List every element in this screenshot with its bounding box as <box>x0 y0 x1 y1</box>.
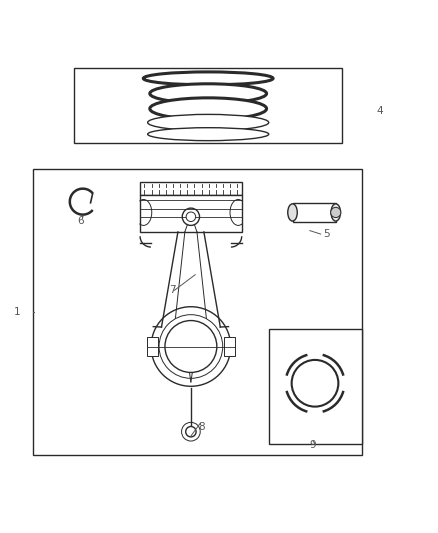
Text: 1: 1 <box>14 307 20 317</box>
Ellipse shape <box>148 115 269 131</box>
Circle shape <box>165 320 217 373</box>
Text: 4: 4 <box>377 106 383 116</box>
Text: 5: 5 <box>323 229 329 239</box>
Circle shape <box>151 306 231 386</box>
Ellipse shape <box>146 77 270 83</box>
Ellipse shape <box>152 106 264 116</box>
Circle shape <box>331 207 341 217</box>
Text: 9: 9 <box>309 440 315 450</box>
Circle shape <box>186 426 196 437</box>
FancyBboxPatch shape <box>269 329 362 444</box>
Text: 6: 6 <box>77 216 84 226</box>
Text: 7: 7 <box>169 285 176 295</box>
FancyBboxPatch shape <box>33 169 362 455</box>
Circle shape <box>182 208 200 225</box>
Ellipse shape <box>150 84 267 103</box>
FancyBboxPatch shape <box>224 337 235 356</box>
Ellipse shape <box>143 72 273 85</box>
Ellipse shape <box>331 204 340 221</box>
FancyBboxPatch shape <box>74 68 342 143</box>
Text: 8: 8 <box>198 422 205 432</box>
FancyBboxPatch shape <box>293 204 336 222</box>
Circle shape <box>186 212 196 222</box>
Circle shape <box>292 360 338 407</box>
FancyBboxPatch shape <box>147 337 158 356</box>
Circle shape <box>159 314 223 378</box>
Ellipse shape <box>152 91 264 101</box>
Ellipse shape <box>288 204 297 221</box>
FancyBboxPatch shape <box>140 195 242 232</box>
Ellipse shape <box>150 98 267 119</box>
FancyBboxPatch shape <box>140 182 242 195</box>
Ellipse shape <box>148 128 269 141</box>
